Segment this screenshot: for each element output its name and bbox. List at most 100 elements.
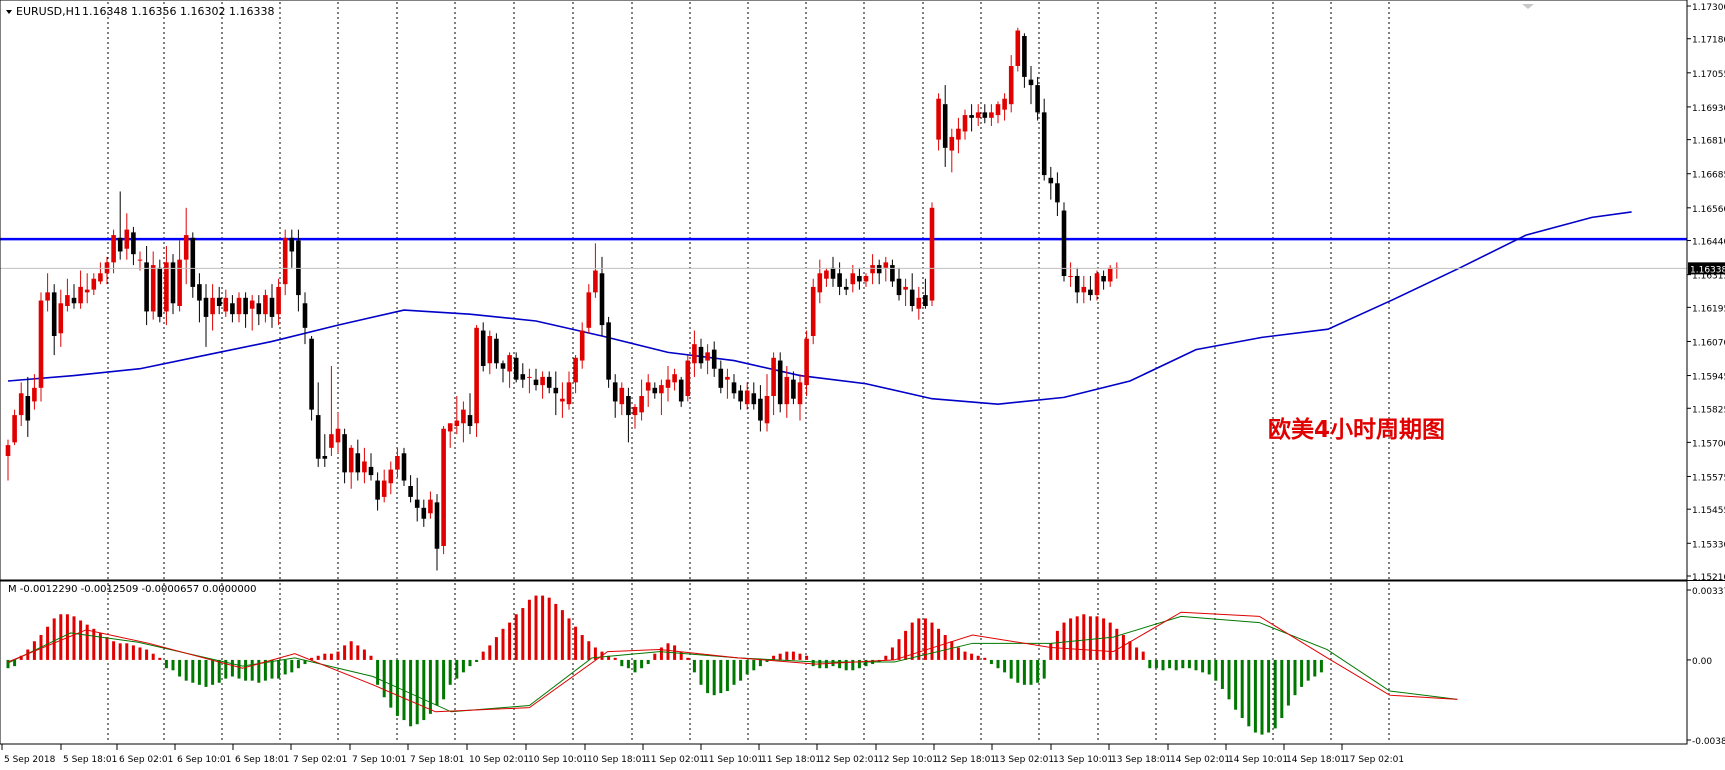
candle-body bbox=[71, 297, 77, 304]
y-tick-label: 1.15945 bbox=[1692, 373, 1725, 383]
macd-histogram-bar bbox=[752, 659, 756, 671]
macd-histogram-bar bbox=[343, 645, 347, 660]
macd-histogram-bar bbox=[1247, 659, 1251, 727]
candle-body bbox=[342, 434, 347, 473]
candle-body bbox=[546, 376, 552, 388]
candle-body bbox=[157, 267, 163, 317]
macd-histogram-bar bbox=[811, 659, 815, 667]
macd-histogram-bar bbox=[890, 647, 894, 660]
candle-body bbox=[870, 265, 875, 274]
candle-body bbox=[553, 387, 559, 394]
x-tick-label: 11 Sep 18:01 bbox=[761, 755, 821, 765]
candle-body bbox=[857, 276, 862, 282]
candle-body bbox=[1094, 273, 1100, 296]
scroll-marker-icon[interactable] bbox=[1522, 4, 1534, 9]
macd-histogram-bar bbox=[85, 624, 89, 660]
macd-histogram-bar bbox=[745, 659, 749, 675]
macd-histogram-bar bbox=[501, 628, 505, 660]
macd-histogram-bar bbox=[923, 618, 927, 660]
candle-body bbox=[1028, 79, 1034, 86]
candle-body bbox=[137, 259, 143, 261]
candle-body bbox=[78, 286, 83, 304]
candle-body bbox=[989, 112, 994, 118]
candle-body bbox=[982, 112, 988, 118]
macd-histogram-bar bbox=[461, 659, 465, 673]
macd-histogram-bar bbox=[1095, 616, 1099, 660]
macd-histogram-bar bbox=[1135, 647, 1139, 660]
candle-body bbox=[322, 456, 328, 459]
macd-histogram-bar bbox=[897, 639, 901, 660]
macd-histogram-bar bbox=[732, 659, 736, 685]
candle-body bbox=[606, 322, 611, 380]
macd-histogram-bar bbox=[554, 603, 558, 660]
y-tick-label: 1.15210 bbox=[1692, 573, 1725, 583]
candle-body bbox=[738, 390, 743, 402]
macd-histogram-bar bbox=[989, 659, 993, 665]
macd-histogram-bar bbox=[1055, 630, 1059, 660]
candle-body bbox=[447, 423, 453, 432]
macd-histogram-bar bbox=[1168, 659, 1172, 669]
x-tick-label: 10 Sep 02:01 bbox=[469, 755, 529, 765]
candle-body bbox=[573, 357, 578, 383]
macd-histogram-bar bbox=[151, 653, 155, 660]
macd-histogram-bar bbox=[725, 659, 729, 692]
macd-histogram-bar bbox=[1036, 659, 1040, 683]
x-tick-label: 7 Sep 10:01 bbox=[352, 755, 406, 765]
candle-body bbox=[533, 379, 539, 386]
macd-histogram-bar bbox=[257, 659, 261, 683]
candle-body bbox=[1041, 112, 1047, 176]
macd-histogram-bar bbox=[488, 645, 492, 660]
x-tick-label: 11 Sep 10:01 bbox=[703, 755, 763, 765]
macd-histogram-bar bbox=[567, 618, 571, 660]
macd-histogram-bar bbox=[1220, 659, 1224, 689]
indicator-label: M -0.0012290 -0.0012509 -0.0000657 0.000… bbox=[8, 584, 256, 595]
macd-histogram-bar bbox=[1042, 659, 1046, 679]
y-tick-label: 1.17300 bbox=[1692, 3, 1725, 13]
macd-histogram-bar bbox=[1293, 659, 1297, 696]
y-tick-label: 1.17055 bbox=[1692, 70, 1725, 80]
candle-body bbox=[784, 376, 790, 405]
macd-histogram-bar bbox=[389, 659, 393, 708]
collapse-arrow-icon[interactable] bbox=[6, 10, 12, 14]
macd-histogram-bar bbox=[19, 655, 23, 660]
macd-histogram-bar bbox=[950, 641, 954, 660]
candle-body bbox=[744, 390, 750, 405]
candle-body bbox=[942, 104, 948, 148]
candle-body bbox=[612, 382, 618, 402]
candle-body bbox=[388, 469, 394, 484]
moving-average-line bbox=[7, 211, 1632, 405]
indicator-y-tick-label: 0.00337 bbox=[1692, 587, 1725, 597]
indicator-y-tick-label: 0.00 bbox=[1692, 657, 1712, 667]
macd-histogram-bar bbox=[534, 595, 538, 660]
ohlc-label: 1.16348 1.16356 1.16302 1.16338 bbox=[82, 5, 274, 18]
macd-histogram-bar bbox=[824, 659, 828, 669]
symbol-header: EURUSD,H1 1.16348 1.16356 1.16302 1.1633… bbox=[6, 5, 274, 18]
macd-histogram-bar bbox=[587, 641, 591, 660]
macd-histogram-bar bbox=[290, 659, 294, 673]
candle-body bbox=[32, 387, 37, 402]
macd-histogram-bar bbox=[1003, 659, 1007, 673]
macd-histogram-bar bbox=[13, 659, 17, 667]
macd-histogram-bar bbox=[1141, 651, 1145, 660]
macd-histogram-bar bbox=[1069, 618, 1073, 660]
candle-body bbox=[711, 349, 717, 369]
candle-body bbox=[65, 295, 70, 306]
macd-histogram-bar bbox=[435, 659, 439, 706]
macd-histogram-bar bbox=[646, 659, 650, 665]
macd-histogram-bar bbox=[138, 647, 142, 660]
y-tick-label: 1.16930 bbox=[1692, 104, 1725, 114]
annotation-text: 欧美4小时周期图 bbox=[1268, 416, 1445, 443]
macd-histogram-bar bbox=[1306, 659, 1310, 681]
candle-body bbox=[243, 297, 248, 315]
candle-body bbox=[38, 300, 44, 388]
candle-body bbox=[401, 453, 407, 481]
candle-body bbox=[566, 382, 572, 405]
macd-histogram-bar bbox=[706, 659, 710, 694]
candle-body bbox=[362, 461, 367, 473]
macd-main-line bbox=[7, 611, 1458, 713]
macd-histogram-bar bbox=[712, 659, 716, 696]
macd-histogram-bar bbox=[125, 643, 129, 660]
macd-histogram-bar bbox=[1273, 659, 1277, 729]
